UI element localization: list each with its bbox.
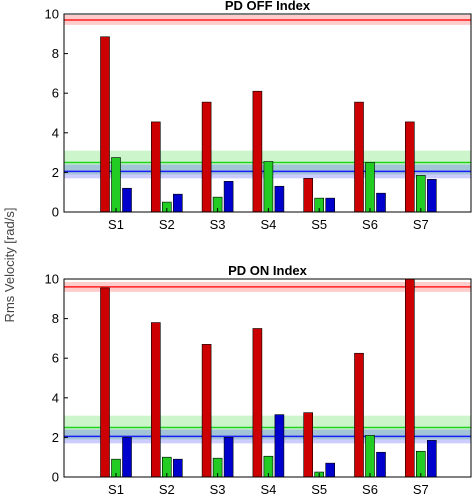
panel-pd-on: PD ON Index S1 S2 S3 S4 S5 S6 S7 0 2 4 6 8 10 (45, 263, 472, 497)
x-tick-label: S2 (159, 482, 175, 497)
plot-frame (63, 13, 472, 213)
y-tick-label: 10 (45, 7, 59, 22)
bar-s7-series1 (415, 175, 426, 213)
bar-s5-series2 (325, 197, 336, 213)
bar-s4-series1 (263, 161, 274, 213)
bar-s2-series0 (151, 121, 161, 213)
x-tick-label: S4 (260, 482, 276, 497)
y-tick-label: 8 (52, 46, 59, 61)
x-tick-label: S1 (108, 217, 124, 232)
bar-s6-series1 (365, 435, 375, 478)
y-tick-label: 2 (52, 430, 59, 445)
y-tick-label: 2 (52, 165, 59, 180)
bar-s7-series0 (404, 278, 415, 478)
y-tick-label: 4 (52, 125, 59, 140)
y-tick-label: 6 (52, 351, 59, 366)
bar-s7-series0 (404, 121, 415, 213)
bar-s2-series2 (173, 458, 183, 478)
bar-s4-series0 (252, 328, 263, 478)
plot-frame (63, 278, 472, 478)
x-tick-label: S3 (210, 217, 226, 232)
y-tick-label: 4 (52, 390, 59, 405)
bar-s4-series2 (274, 185, 285, 213)
bar-s6-series0 (354, 352, 364, 478)
bar-s6-series0 (354, 101, 364, 213)
bar-s1-series2 (122, 187, 132, 213)
bar-s7-series2 (426, 179, 437, 213)
x-tick-label: S2 (159, 217, 175, 232)
bar-s4-series2 (274, 414, 285, 478)
y-tick-label: 8 (52, 311, 59, 326)
bar-s1-series1 (111, 157, 121, 213)
bar-s3-series2 (223, 437, 234, 478)
x-tick-label: S3 (210, 482, 226, 497)
panel-pd-off: PD OFF Index S1 S2 S3 S4 S5 S6 S7 0 2 4 6 8 10 (45, 0, 472, 232)
bar-s1-series0 (100, 36, 110, 213)
x-tick-label: S6 (362, 482, 378, 497)
bar-s6-series2 (376, 451, 386, 478)
x-tick-label: S6 (362, 217, 378, 232)
chart-title: PD ON Index (228, 263, 308, 278)
bar-s2-series2 (173, 193, 183, 213)
bar-s5-series0 (303, 412, 314, 478)
bar-s7-series2 (426, 440, 437, 478)
bar-s3-series0 (201, 344, 212, 478)
y-axis-label: Rms Velocity [rad/s] (2, 208, 17, 323)
chart-title: PD OFF Index (225, 0, 311, 13)
bar-s2-series0 (151, 322, 161, 478)
x-tick-label: S7 (413, 217, 429, 232)
y-tick-label: 10 (45, 272, 59, 287)
x-tick-label: S4 (260, 217, 276, 232)
x-tick-label: S7 (413, 482, 429, 497)
x-tick-label: S5 (311, 482, 327, 497)
bar-s5-series0 (303, 178, 314, 213)
bar-s6-series2 (376, 192, 386, 213)
x-tick-label: S1 (108, 482, 124, 497)
y-tick-label: 6 (52, 86, 59, 101)
y-tick-label: 0 (52, 205, 59, 220)
bar-s1-series0 (100, 287, 110, 478)
bar-s5-series2 (325, 462, 336, 478)
bar-s3-series2 (223, 181, 234, 213)
bar-s3-series0 (201, 101, 212, 213)
x-tick-label: S5 (311, 217, 327, 232)
bar-s1-series2 (122, 437, 132, 478)
bar-s4-series0 (252, 90, 263, 213)
y-tick-label: 0 (52, 470, 59, 485)
bar-s6-series1 (365, 162, 375, 213)
